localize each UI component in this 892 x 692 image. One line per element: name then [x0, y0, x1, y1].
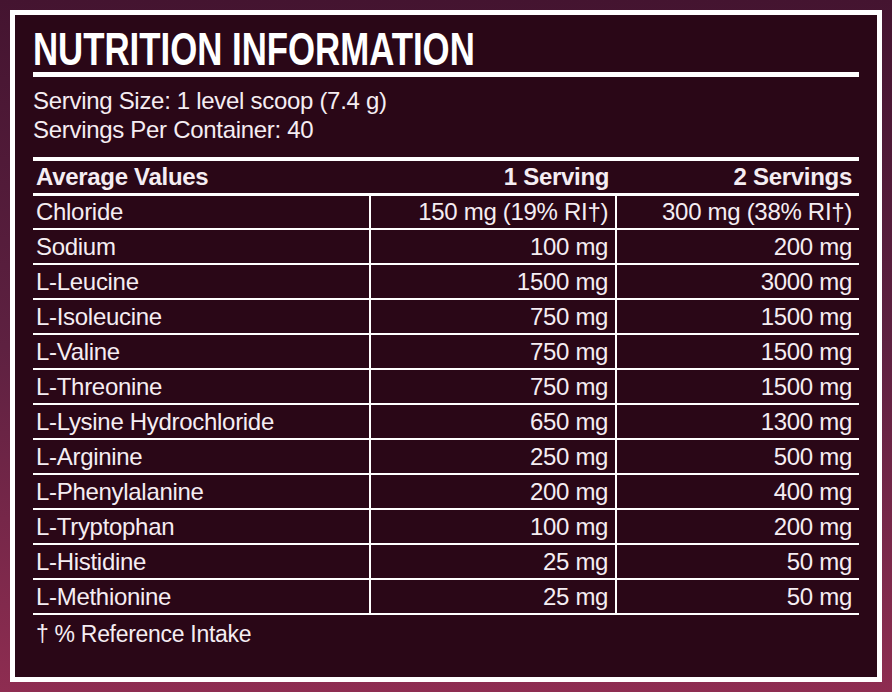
table-row: L-Methionine 25 mg 50 mg — [33, 579, 859, 614]
serving-2-value: 400 mg — [616, 474, 859, 509]
nutrition-table-body: Chloride 150 mg (19% RI†) 300 mg (38% RI… — [33, 194, 859, 614]
nutrient-name: L-Tryptophan — [33, 509, 370, 544]
nutrient-name: Sodium — [33, 229, 370, 264]
serving-1-value: 1500 mg — [370, 264, 616, 299]
col-header-average-values: Average Values — [33, 159, 370, 194]
table-row: L-Valine 750 mg 1500 mg — [33, 334, 859, 369]
table-row: L-Phenylalanine 200 mg 400 mg — [33, 474, 859, 509]
serving-2-value: 500 mg — [616, 439, 859, 474]
nutrient-name: L-Arginine — [33, 439, 370, 474]
serving-1-value: 250 mg — [370, 439, 616, 474]
nutrient-name: L-Threonine — [33, 369, 370, 404]
serving-2-value: 200 mg — [616, 229, 859, 264]
serving-1-value: 100 mg — [370, 229, 616, 264]
col-header-2-servings: 2 Servings — [616, 159, 859, 194]
nutrition-table-header: Average Values 1 Serving 2 Servings — [33, 159, 859, 194]
serving-1-value: 750 mg — [370, 299, 616, 334]
table-row: L-Isoleucine 750 mg 1500 mg — [33, 299, 859, 334]
serving-2-value: 1500 mg — [616, 299, 859, 334]
serving-2-value: 300 mg (38% RI†) — [616, 194, 859, 229]
serving-2-value: 50 mg — [616, 544, 859, 579]
table-row: Chloride 150 mg (19% RI†) 300 mg (38% RI… — [33, 194, 859, 229]
page-title-text: NUTRITION INFORMATION — [33, 27, 475, 71]
serving-1-value: 25 mg — [370, 544, 616, 579]
nutrient-name: L-Methionine — [33, 579, 370, 614]
header-row: Average Values 1 Serving 2 Servings — [33, 159, 859, 194]
serving-1-value: 750 mg — [370, 334, 616, 369]
nutrition-panel: NUTRITION INFORMATION Serving Size: 1 le… — [10, 10, 882, 682]
table-row: L-Threonine 750 mg 1500 mg — [33, 369, 859, 404]
nutrient-name: L-Phenylalanine — [33, 474, 370, 509]
serving-1-value: 150 mg (19% RI†) — [370, 194, 616, 229]
nutrition-table: Average Values 1 Serving 2 Servings Chlo… — [33, 157, 859, 615]
table-row: Sodium 100 mg 200 mg — [33, 229, 859, 264]
nutrient-name: L-Lysine Hydrochloride — [33, 404, 370, 439]
table-row: L-Histidine 25 mg 50 mg — [33, 544, 859, 579]
serving-2-value: 3000 mg — [616, 264, 859, 299]
table-row: L-Lysine Hydrochloride 650 mg 1300 mg — [33, 404, 859, 439]
serving-2-value: 1500 mg — [616, 334, 859, 369]
label-background: { "title": "NUTRITION INFORMATION", "ser… — [0, 0, 892, 692]
table-row: L-Leucine 1500 mg 3000 mg — [33, 264, 859, 299]
table-row: L-Tryptophan 100 mg 200 mg — [33, 509, 859, 544]
serving-2-value: 50 mg — [616, 579, 859, 614]
serving-1-value: 650 mg — [370, 404, 616, 439]
serving-info: Serving Size: 1 level scoop (7.4 g) Serv… — [33, 86, 859, 144]
nutrient-name: L-Valine — [33, 334, 370, 369]
nutrient-name: L-Leucine — [33, 264, 370, 299]
servings-per-container-line: Servings Per Container: 40 — [33, 115, 859, 144]
col-header-1-serving: 1 Serving — [370, 159, 616, 194]
nutrient-name: L-Isoleucine — [33, 299, 370, 334]
serving-1-value: 25 mg — [370, 579, 616, 614]
serving-1-value: 750 mg — [370, 369, 616, 404]
nutrient-name: L-Histidine — [33, 544, 370, 579]
nutrient-name: Chloride — [33, 194, 370, 229]
footnote: † % Reference Intake — [33, 615, 859, 648]
serving-size-line: Serving Size: 1 level scoop (7.4 g) — [33, 86, 859, 115]
serving-2-value: 1500 mg — [616, 369, 859, 404]
serving-2-value: 1300 mg — [616, 404, 859, 439]
serving-2-value: 200 mg — [616, 509, 859, 544]
table-row: L-Arginine 250 mg 500 mg — [33, 439, 859, 474]
page-title: NUTRITION INFORMATION — [33, 27, 859, 71]
serving-1-value: 200 mg — [370, 474, 616, 509]
serving-1-value: 100 mg — [370, 509, 616, 544]
